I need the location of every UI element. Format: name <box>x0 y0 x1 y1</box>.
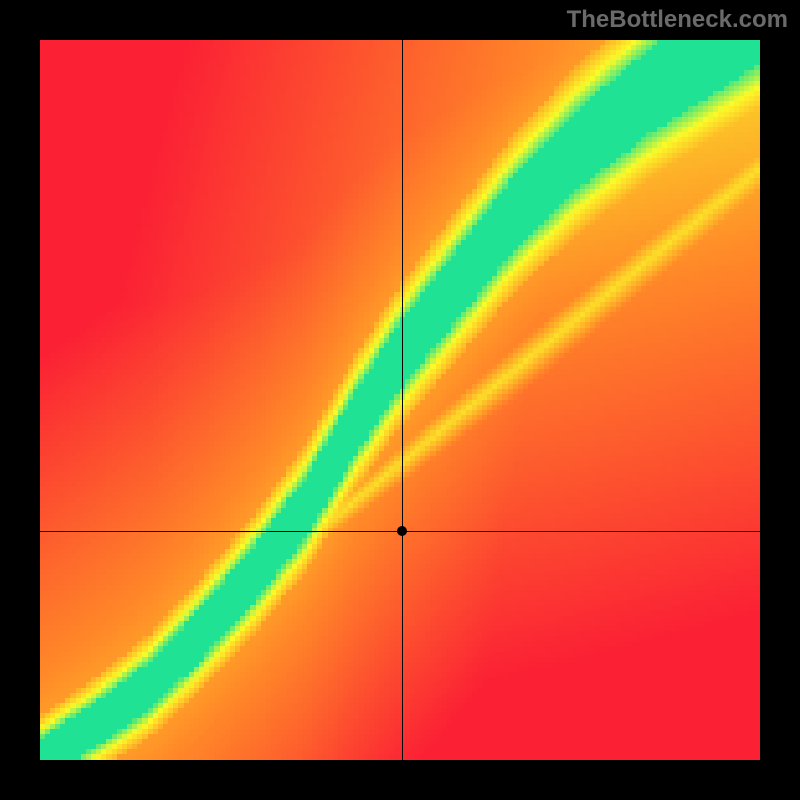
bottleneck-heatmap <box>40 40 760 760</box>
watermark-text: TheBottleneck.com <box>567 6 788 34</box>
crosshair-vertical <box>402 40 403 760</box>
chart-container: TheBottleneck.com <box>0 0 800 800</box>
